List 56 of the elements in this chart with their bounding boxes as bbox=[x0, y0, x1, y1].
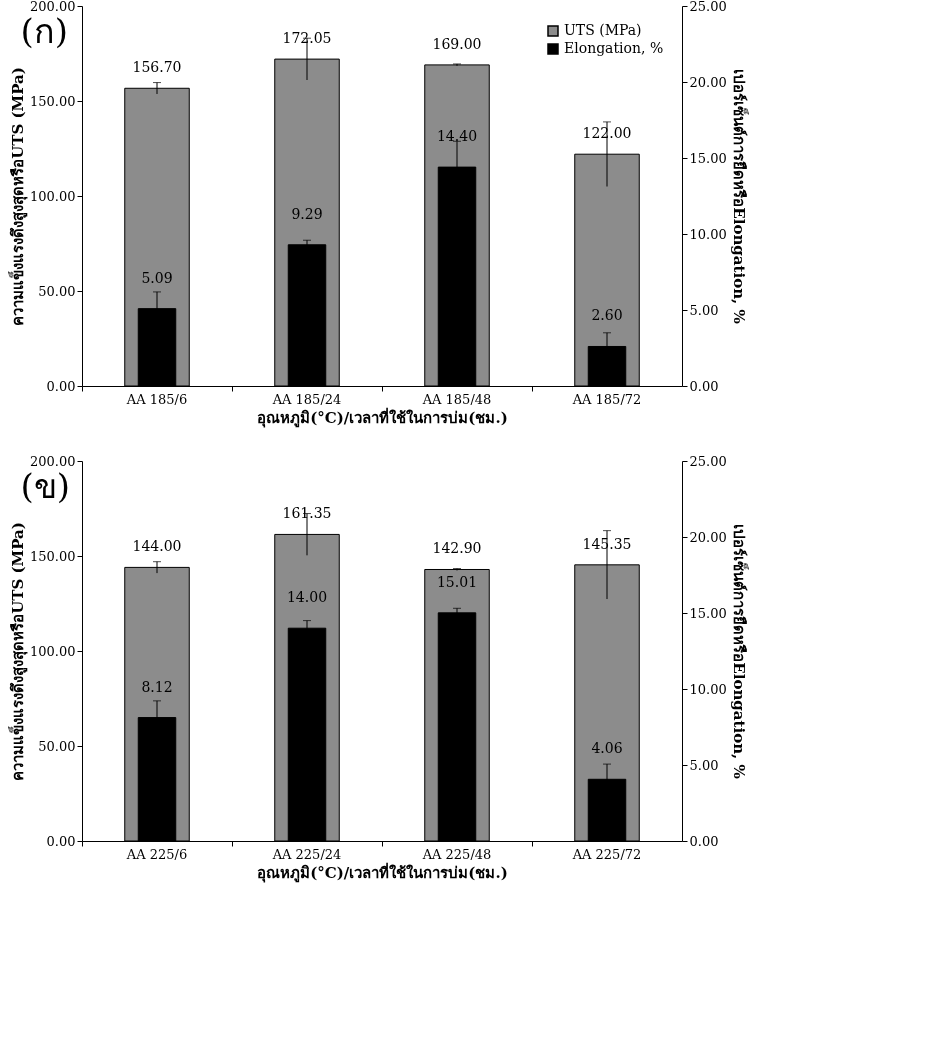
y-tick-label: 50.00 bbox=[38, 283, 76, 299]
data-label: 14.00 bbox=[286, 589, 328, 606]
chart-title: (ก) bbox=[20, 11, 69, 51]
x-tick-label: AA 225/48 bbox=[421, 846, 492, 862]
data-label: 156.70 bbox=[132, 59, 182, 76]
chart-title: (ข) bbox=[20, 466, 71, 506]
y-axis-title: ความแข็งแรงดึงสูงสุดหรือUTS (MPa) bbox=[8, 67, 29, 326]
data-label: 169.00 bbox=[432, 35, 482, 52]
x-tick-label: AA 225/24 bbox=[271, 846, 342, 862]
data-label: 142.90 bbox=[432, 540, 482, 557]
y2-tick-label: 10.00 bbox=[689, 681, 727, 697]
y-tick-label: 0.00 bbox=[46, 833, 76, 849]
x-tick-label: AA 225/6 bbox=[125, 846, 188, 862]
x-tick-label: AA 185/48 bbox=[421, 391, 492, 407]
y2-tick-label: 25.00 bbox=[689, 0, 727, 14]
y2-tick-label: 5.00 bbox=[689, 757, 719, 773]
y2-tick-label: 15.00 bbox=[689, 605, 727, 621]
data-label: 15.01 bbox=[436, 573, 478, 590]
y-tick-label: 50.00 bbox=[38, 738, 76, 754]
y2-tick-label: 25.00 bbox=[689, 453, 727, 469]
data-label: 172.05 bbox=[282, 30, 332, 47]
y2-tick-label: 20.00 bbox=[689, 529, 727, 545]
data-label: 5.09 bbox=[141, 269, 173, 286]
data-label: 2.60 bbox=[591, 307, 623, 324]
legend-label: UTS (MPa) bbox=[564, 22, 642, 38]
y-tick-label: 150.00 bbox=[30, 93, 76, 109]
y2-tick-label: 5.00 bbox=[689, 302, 719, 318]
y-tick-label: 0.00 bbox=[46, 378, 76, 394]
y2-tick-label: 10.00 bbox=[689, 226, 727, 242]
y2-tick-label: 15.00 bbox=[689, 150, 727, 166]
y-tick-label: 200.00 bbox=[30, 0, 76, 14]
data-label: 9.29 bbox=[291, 205, 323, 222]
y-tick-label: 100.00 bbox=[30, 643, 76, 659]
data-label: 122.00 bbox=[582, 125, 632, 142]
data-label: 14.40 bbox=[436, 128, 478, 145]
x-tick-label: AA 225/72 bbox=[571, 846, 642, 862]
x-tick-label: AA 185/6 bbox=[125, 391, 188, 407]
data-label: 8.12 bbox=[141, 678, 173, 695]
data-label: 144.00 bbox=[132, 538, 182, 555]
x-axis-title: อุณหภูมิ(°C)/เวลาที่ใช้ในการบ่ม(ชม.) bbox=[257, 406, 508, 428]
data-label: 145.35 bbox=[582, 535, 632, 552]
y-tick-label: 100.00 bbox=[30, 188, 76, 204]
data-label: 161.35 bbox=[282, 505, 332, 522]
y2-axis-title: เปอร์เซ็นต์การยืดหรือElongation, % bbox=[729, 69, 749, 324]
x-axis-title: อุณหภูมิ(°C)/เวลาที่ใช้ในการบ่ม(ชม.) bbox=[257, 861, 508, 883]
legend-label: Elongation, % bbox=[564, 40, 664, 56]
y-tick-label: 200.00 bbox=[30, 453, 76, 469]
data-label: 4.06 bbox=[591, 740, 623, 757]
x-tick-label: AA 185/24 bbox=[271, 391, 342, 407]
y2-tick-label: 0.00 bbox=[689, 833, 719, 849]
y2-tick-label: 20.00 bbox=[689, 74, 727, 90]
y-tick-label: 150.00 bbox=[30, 548, 76, 564]
x-tick-label: AA 185/72 bbox=[571, 391, 642, 407]
y2-axis-title: เปอร์เซ็นต์การยืดหรือElongation, % bbox=[729, 524, 749, 779]
y2-tick-label: 0.00 bbox=[689, 378, 719, 394]
y-axis-title: ความแข็งแรงดึงสูงสุดหรือUTS (MPa) bbox=[8, 522, 29, 781]
